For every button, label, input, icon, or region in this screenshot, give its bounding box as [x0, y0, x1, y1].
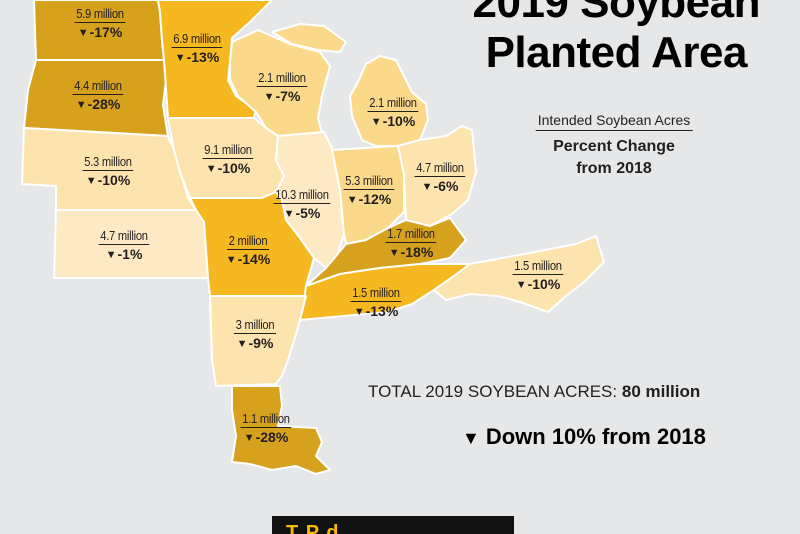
state-label-indiana: 5.3 million ▼-12%	[339, 173, 398, 207]
logo-text: T P d	[286, 522, 340, 534]
down-triangle-icon: ▼	[370, 116, 382, 128]
percent-change: ▼-13%	[353, 303, 399, 319]
down-triangle-icon: ▼	[225, 254, 237, 266]
down-triangle-icon: ▼	[85, 175, 97, 187]
down-triangle-icon: ▼	[77, 27, 89, 39]
down-triangle-icon: ▼	[421, 181, 433, 193]
percent-change: ▼-13%	[174, 49, 220, 65]
state-label-minnesota: 6.9 million ▼-13%	[167, 31, 226, 65]
down-triangle-icon: ▼	[388, 247, 400, 259]
percent-change: ▼-10%	[205, 160, 251, 176]
acres-value: 10.3 million	[273, 187, 331, 204]
acres-value: 2 million	[226, 233, 270, 250]
acres-value: 1.5 million	[350, 285, 402, 302]
state-label-north-dakota: 5.9 million ▼-17%	[70, 6, 129, 40]
legend-change-line-2: from 2018	[576, 160, 652, 177]
map-title: 2019 Soybean Planted Area	[473, 0, 761, 78]
acres-value: 6.9 million	[171, 31, 223, 48]
state-label-kansas: 4.7 million ▼-1%	[94, 228, 153, 262]
state-label-illinois: 10.3 million ▼-5%	[269, 187, 335, 221]
state-label-missouri: 2 million ▼-14%	[224, 233, 273, 267]
state-shape-louisiana	[231, 385, 331, 475]
percent-change: ▼-6%	[421, 178, 459, 194]
legend-change-label: Percent Change from 2018	[536, 136, 693, 180]
overall-change-text: Down 10% from 2018	[485, 424, 706, 449]
state-label-kentucky: 1.7 million ▼-18%	[381, 226, 440, 260]
state-label-ohio: 4.7 million ▼-6%	[410, 160, 469, 194]
acres-value: 9.1 million	[202, 142, 254, 159]
down-triangle-icon: ▼	[205, 163, 217, 175]
acres-value: 5.3 million	[343, 173, 395, 190]
title-line-1: 2019 Soybean	[472, 0, 761, 27]
down-triangle-icon: ▼	[174, 52, 186, 64]
down-triangle-icon: ▼	[263, 91, 275, 103]
down-triangle-icon: ▼	[236, 338, 248, 350]
state-label-arkansas: 3 million ▼-9%	[231, 317, 280, 351]
state-label-south-dakota: 4.4 million ▼-28%	[68, 78, 127, 112]
percent-change: ▼-18%	[388, 244, 434, 260]
state-label-iowa: 9.1 million ▼-10%	[198, 142, 257, 176]
state-label-nebraska: 5.3 million ▼-10%	[78, 154, 137, 188]
acres-value: 4.7 million	[98, 228, 150, 245]
state-label-louisiana: 1.1 million ▼-28%	[236, 411, 295, 445]
acres-value: 2.1 million	[256, 70, 308, 87]
overall-change: ▼ Down 10% from 2018	[462, 424, 706, 450]
down-triangle-icon: ▼	[353, 306, 365, 318]
state-shape-michigan-upper	[271, 23, 347, 53]
percent-change: ▼-5%	[283, 205, 321, 221]
acres-value: 3 million	[233, 317, 277, 334]
state-label-michigan: 2.1 million ▼-10%	[363, 95, 422, 129]
total-acres-label: TOTAL 2019 SOYBEAN ACRES:	[368, 382, 622, 401]
state-label-wisconsin: 2.1 million ▼-7%	[252, 70, 311, 104]
percent-change: ▼-28%	[75, 96, 121, 112]
down-triangle-icon: ▼	[515, 279, 527, 291]
acres-value: 4.4 million	[72, 78, 124, 95]
down-triangle-icon: ▼	[105, 249, 117, 261]
state-label-tennessee: 1.5 million ▼-13%	[346, 285, 405, 319]
state-shape-michigan	[349, 55, 429, 147]
legend-change-line-1: Percent Change	[553, 138, 675, 155]
percent-change: ▼-10%	[370, 113, 416, 129]
percent-change: ▼-28%	[243, 429, 289, 445]
down-triangle-icon: ▼	[75, 99, 87, 111]
percent-change: ▼-9%	[236, 335, 274, 351]
total-acres-value: 80 million	[621, 382, 701, 401]
down-triangle-icon: ▼	[346, 194, 358, 206]
acres-value: 5.3 million	[82, 154, 134, 171]
title-line-2: Planted Area	[485, 28, 748, 77]
percent-change: ▼-1%	[105, 246, 143, 262]
acres-value: 2.1 million	[367, 95, 419, 112]
publisher-logo: T P d	[272, 516, 514, 534]
legend-acres-label: Intended Soybean Acres	[535, 112, 693, 131]
acres-value: 1.7 million	[385, 226, 437, 243]
percent-change: ▼-14%	[225, 251, 271, 267]
total-acres: TOTAL 2019 SOYBEAN ACRES: 80 million	[368, 382, 700, 402]
down-triangle-icon: ▼	[462, 428, 480, 448]
legend: Intended Soybean Acres Percent Change fr…	[535, 112, 693, 180]
acres-value: 1.1 million	[240, 411, 292, 428]
state-shape-missouri	[189, 191, 315, 297]
percent-change: ▼-10%	[85, 172, 131, 188]
state-shape-arkansas	[209, 295, 307, 387]
percent-change: ▼-7%	[263, 88, 301, 104]
acres-value: 4.7 million	[414, 160, 466, 177]
percent-change: ▼-17%	[77, 24, 123, 40]
down-triangle-icon: ▼	[243, 432, 255, 444]
down-triangle-icon: ▼	[283, 208, 295, 220]
percent-change: ▼-10%	[515, 276, 561, 292]
acres-value: 1.5 million	[512, 258, 564, 275]
acres-value: 5.9 million	[74, 6, 126, 23]
state-label-north-carolina: 1.5 million ▼-10%	[508, 258, 567, 292]
percent-change: ▼-12%	[346, 191, 392, 207]
